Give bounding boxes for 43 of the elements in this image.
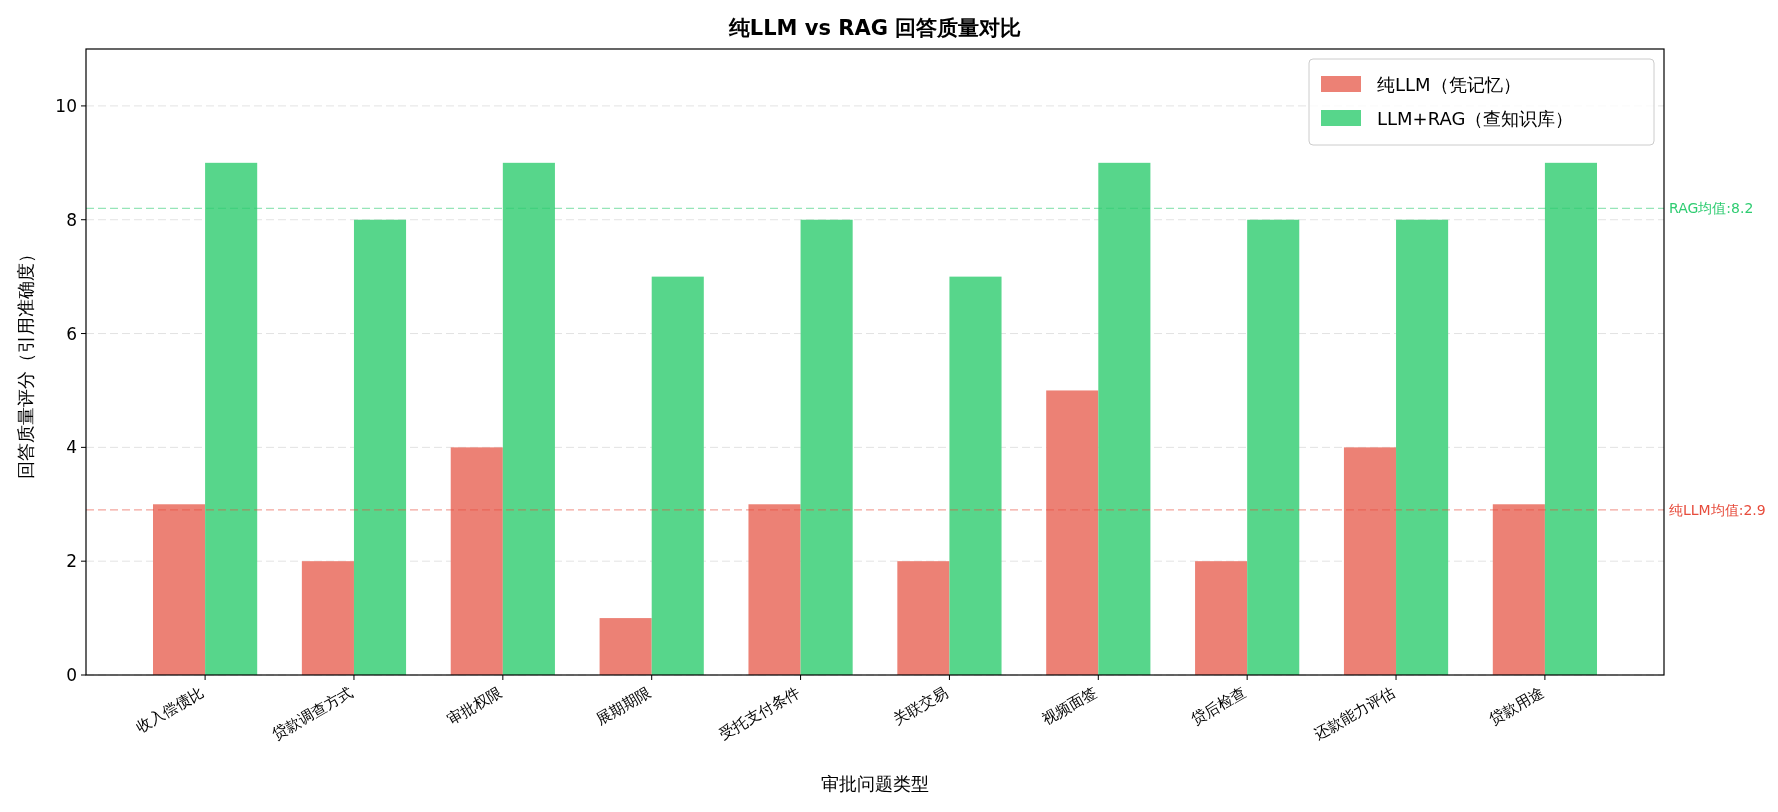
y-tick-label: 0	[66, 665, 77, 685]
bar	[1343, 447, 1397, 675]
x-tick-label: 还款能力评估	[1311, 682, 1399, 744]
bar	[1396, 219, 1449, 675]
bar	[599, 618, 652, 675]
legend-label: LLM+RAG（查知识库）	[1377, 108, 1574, 129]
chart-title: 纯LLM vs RAG 回答质量对比	[727, 16, 1022, 40]
x-tick-label: 贷款用途	[1485, 682, 1547, 729]
bar	[1046, 390, 1099, 675]
y-tick-label: 8	[66, 209, 77, 230]
bar	[1098, 162, 1151, 675]
x-tick-label: 贷后检查	[1188, 682, 1250, 729]
bar	[651, 276, 704, 675]
bar	[748, 504, 801, 675]
bar	[949, 276, 1002, 675]
x-tick-label: 贷款调查方式	[269, 682, 356, 744]
y-axis-title: 回答质量评分（引用准确度）	[15, 245, 36, 479]
x-tick-label: 视频面签	[1039, 682, 1101, 729]
x-tick-label: 关联交易	[890, 682, 952, 729]
legend-label: 纯LLM（凭记忆）	[1377, 74, 1521, 95]
y-tick-label: 6	[66, 323, 77, 344]
bar	[800, 219, 853, 675]
bar	[1544, 162, 1598, 675]
x-tick-label: 展期期限	[592, 682, 654, 729]
y-tick-label: 4	[66, 437, 77, 458]
bar	[1247, 219, 1300, 675]
ref-line-label: RAG均值:8.2	[1669, 200, 1754, 217]
x-axis-title: 审批问题类型	[821, 773, 929, 794]
x-tick-label: 收入偿债比	[133, 682, 208, 736]
bar	[502, 162, 555, 675]
bar	[301, 561, 354, 675]
bar	[152, 504, 206, 675]
ref-line-label: 纯LLM均值:2.9	[1669, 501, 1766, 518]
x-tick-label: 审批权限	[443, 682, 505, 729]
bar	[353, 219, 407, 675]
y-tick-label: 10	[55, 95, 77, 116]
bar	[1195, 561, 1248, 675]
x-tick-label: 受托支付条件	[715, 682, 803, 744]
bar	[1492, 504, 1545, 675]
bar	[897, 561, 950, 675]
bar	[450, 447, 503, 675]
y-tick-label: 2	[66, 551, 77, 572]
bar	[205, 162, 258, 675]
